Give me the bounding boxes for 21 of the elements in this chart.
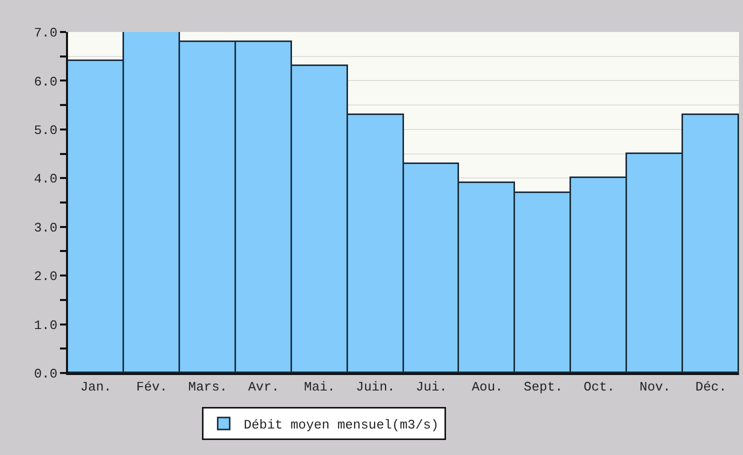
y-tick-label: 4.0: [34, 172, 58, 187]
x-tick-label: Fév.: [136, 380, 168, 395]
y-tick-label: 1.0: [34, 318, 58, 333]
x-tick-label: Déc.: [695, 380, 727, 395]
y-tick-label: 0.0: [34, 366, 58, 382]
x-tick-label: Mai.: [304, 380, 336, 395]
x-tick-label: Mars.: [188, 380, 228, 395]
x-tick-label: Jan.: [80, 380, 112, 395]
legend-label: Débit moyen mensuel(m3/s): [244, 418, 439, 433]
x-tick-label: Aou.: [472, 380, 503, 395]
y-tick-label: 2.0: [34, 269, 58, 284]
y-tick-label: 7.0: [34, 26, 58, 41]
x-tick-label: Oct.: [584, 380, 615, 395]
x-tick-label: Sept.: [524, 380, 563, 395]
y-tick-label: 6.0: [34, 74, 58, 90]
x-tick-label: Juin.: [356, 380, 396, 395]
y-tick-label: 5.0: [34, 122, 58, 138]
x-tick-label: Nov.: [640, 380, 671, 395]
x-tick-label: Avr.: [248, 380, 280, 395]
y-tick-label: 3.0: [34, 220, 58, 236]
x-tick-label: Jui.: [416, 380, 448, 395]
